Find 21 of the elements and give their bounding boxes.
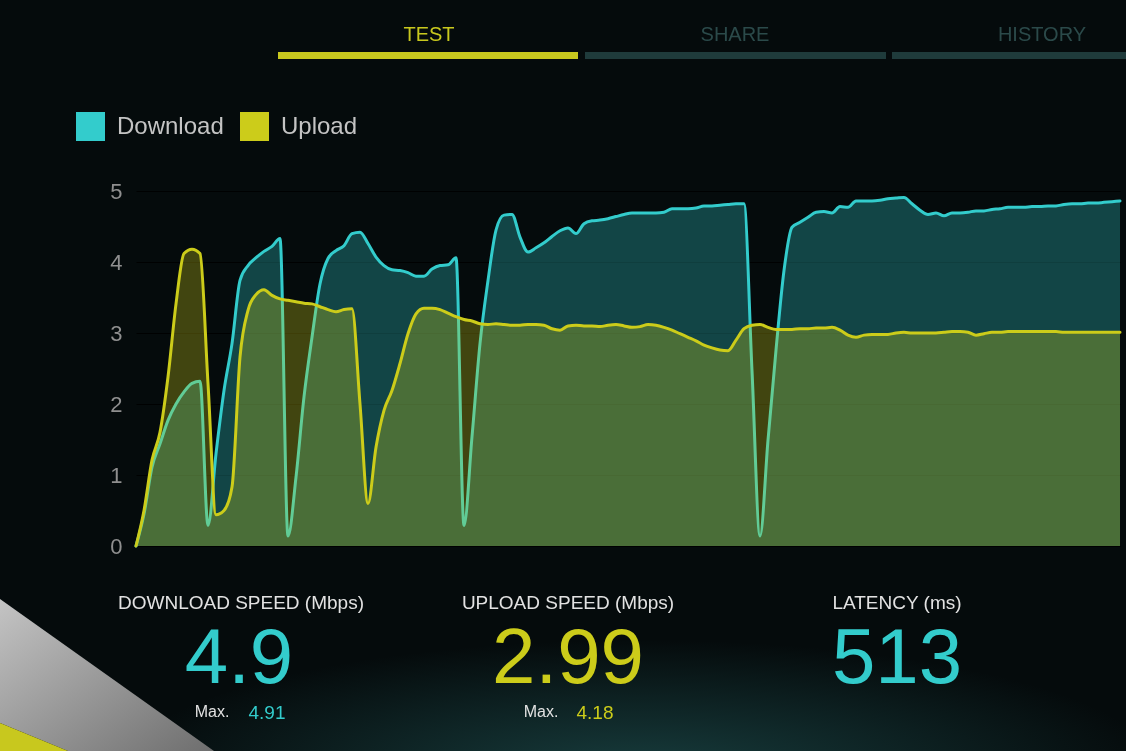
text: 4.9 (184, 612, 294, 700)
text: DOWNLOAD SPEED (Mbps) (118, 591, 364, 613)
y-tick-label: 3 (110, 320, 123, 346)
text: LATENCY (ms) (832, 591, 962, 613)
text: Max. (194, 703, 230, 720)
y-tick-label: 4 (110, 249, 123, 275)
text: 2.99 (492, 612, 644, 700)
legend-label: Upload (281, 111, 358, 139)
y-tick-label: 1 (110, 462, 123, 488)
text: 4.18 (576, 701, 614, 723)
text: 4.91 (248, 701, 286, 723)
y-tick-label: 5 (110, 178, 123, 204)
text: 513 (831, 612, 963, 700)
text: Max. (523, 703, 559, 720)
text: HISTORY (997, 23, 1087, 45)
text: SHARE (700, 23, 770, 45)
y-tick-label: 2 (110, 391, 123, 417)
legend-label: Download (117, 111, 224, 139)
y-tick-label: 0 (110, 533, 123, 559)
text: UPLOAD SPEED (Mbps) (461, 591, 675, 613)
text: TEST (403, 23, 455, 45)
